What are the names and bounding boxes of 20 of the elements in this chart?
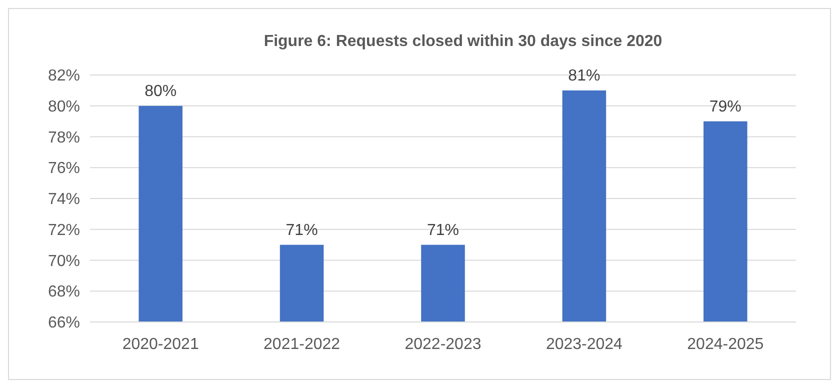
y-tick-label: 76%	[48, 160, 80, 178]
data-label: 71%	[426, 222, 460, 239]
y-tick-label: 72%	[48, 222, 80, 239]
x-tick-label: 2024-2025	[687, 336, 764, 353]
data-label: 79%	[709, 98, 742, 116]
y-tick-label: 80%	[48, 98, 80, 116]
y-tick-label: 68%	[48, 284, 80, 301]
x-tick-label: 2020-2021	[122, 336, 199, 353]
y-tick-label: 82%	[48, 68, 80, 85]
x-tick-label: 2023-2024	[546, 336, 623, 353]
y-tick-label: 66%	[48, 314, 80, 332]
x-tick-label: 2022-2023	[404, 336, 482, 353]
data-label: 81%	[568, 67, 600, 84]
y-tick-label: 74%	[48, 191, 80, 208]
y-tick-label: 70%	[48, 252, 80, 270]
data-label: 80%	[144, 82, 177, 100]
y-tick-label: 78%	[48, 129, 80, 146]
data-label: 71%	[286, 222, 318, 239]
chart-title: Figure 6: Requests closed within 30 days since 2020	[264, 33, 662, 50]
x-tick-label: 2021-2022	[264, 336, 340, 353]
